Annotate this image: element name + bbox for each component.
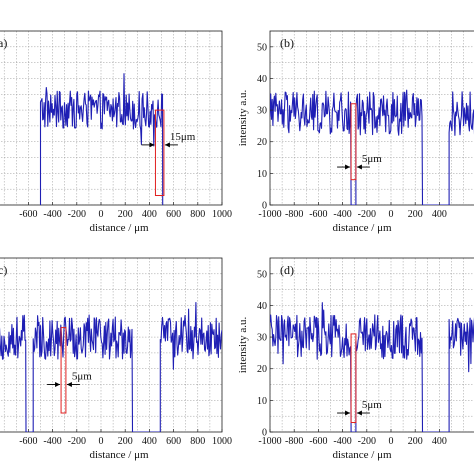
plot-frame (0, 30, 223, 206)
arrow-right-head (356, 410, 362, 416)
arrow-left-head (149, 142, 155, 148)
x-tick-label: -1000 (258, 209, 281, 220)
x-tick-label: -800 (285, 436, 303, 447)
y-tick-label: 30 (257, 106, 267, 117)
x-axis-label: distance / μm (89, 449, 148, 461)
x-tick-label: -200 (358, 209, 376, 220)
x-axis-label: distance / μm (89, 222, 148, 234)
y-tick-label: 50 (257, 42, 267, 53)
x-tick-label: 200 (118, 209, 133, 220)
y-axis-label: intensity a.u. (237, 316, 249, 373)
chart-panel-3: -600 -400 -200 0 200 400 600 800 1000 distance / … (0, 257, 232, 461)
x-tick-label: 800 (190, 436, 205, 447)
y-tick-label: 0 (262, 428, 267, 439)
x-tick-label: -400 (43, 436, 61, 447)
x-tick-label: -600 (309, 209, 327, 220)
annotation-label: 15μm (170, 131, 196, 143)
chart-panel-2: -1000 -800 -600 -400 -200 0 200 400 0 10 20 30 40 50 d… (237, 30, 474, 234)
x-tick-label: 0 (389, 209, 394, 220)
x-tick-label: -400 (333, 209, 351, 220)
annotation-label: 5μm (362, 153, 382, 165)
x-tick-label: 0 (99, 209, 104, 220)
y-tick-label: 40 (257, 301, 267, 312)
x-tick-label: -200 (68, 436, 86, 447)
y-tick-label: 40 (257, 74, 267, 85)
x-tick-label: -200 (358, 436, 376, 447)
highlight-box (60, 327, 67, 414)
chart-panel-1: -600 -400 -200 0 200 400 600 800 1000 distance / … (0, 30, 232, 234)
x-tick-label: 400 (142, 209, 157, 220)
x-tick-label: 600 (166, 436, 181, 447)
highlight-box (154, 109, 165, 197)
panel-label: (b) (280, 36, 294, 50)
x-tick-label: -200 (68, 209, 86, 220)
chart-panel-4: -1000 -800 -600 -400 -200 0 200 400 0 10 20 30 40 50 d… (237, 257, 474, 461)
arrow-left-head (55, 382, 61, 388)
x-tick-label: -400 (43, 209, 61, 220)
signal-line (39, 73, 164, 205)
x-tick-label: 200 (408, 209, 423, 220)
y-tick-label: 0 (262, 201, 267, 212)
x-tick-label: 1000 (212, 436, 232, 447)
y-tick-label: 20 (257, 137, 267, 148)
x-tick-label: 200 (408, 436, 423, 447)
highlight-box (350, 103, 357, 181)
x-tick-label: 1000 (212, 209, 232, 220)
arrow-right-head (66, 382, 72, 388)
grid (0, 31, 222, 205)
arrow-right-head (356, 164, 362, 170)
x-tick-label: 400 (432, 436, 447, 447)
x-tick-label: -400 (333, 436, 351, 447)
x-tick-label: 200 (118, 436, 133, 447)
annotation-label: 5μm (72, 371, 92, 383)
x-axis-label: distance / μm (332, 222, 391, 234)
x-tick-label: -600 (309, 436, 327, 447)
arrow-right-head (164, 142, 170, 148)
signal-line (270, 89, 474, 205)
x-tick-label: 0 (99, 436, 104, 447)
x-tick-label: -1000 (258, 436, 281, 447)
x-tick-label: 400 (142, 436, 157, 447)
y-tick-label: 10 (257, 396, 267, 407)
x-tick-label: 400 (432, 209, 447, 220)
arrow-left-head (345, 164, 351, 170)
arrow-left-head (345, 410, 351, 416)
y-tick-label: 20 (257, 364, 267, 375)
x-tick-label: -600 (19, 209, 37, 220)
signal-line (270, 302, 474, 432)
panel-label: (c) (0, 263, 7, 277)
x-tick-label: 800 (190, 209, 205, 220)
y-tick-label: 50 (257, 269, 267, 280)
x-tick-label: -800 (285, 209, 303, 220)
y-tick-label: 30 (257, 333, 267, 344)
x-tick-label: 0 (389, 436, 394, 447)
y-axis-label: intensity a.u. (237, 89, 249, 146)
panel-label: (d) (280, 263, 294, 277)
panel-label: (a) (0, 36, 7, 50)
x-axis-label: distance / μm (332, 449, 391, 461)
x-tick-label: -600 (19, 436, 37, 447)
grid (270, 258, 474, 432)
annotation-label: 5μm (362, 399, 382, 411)
highlight-box (350, 333, 357, 424)
signal-line (0, 301, 222, 432)
x-tick-label: 600 (166, 209, 181, 220)
y-tick-label: 10 (257, 169, 267, 180)
